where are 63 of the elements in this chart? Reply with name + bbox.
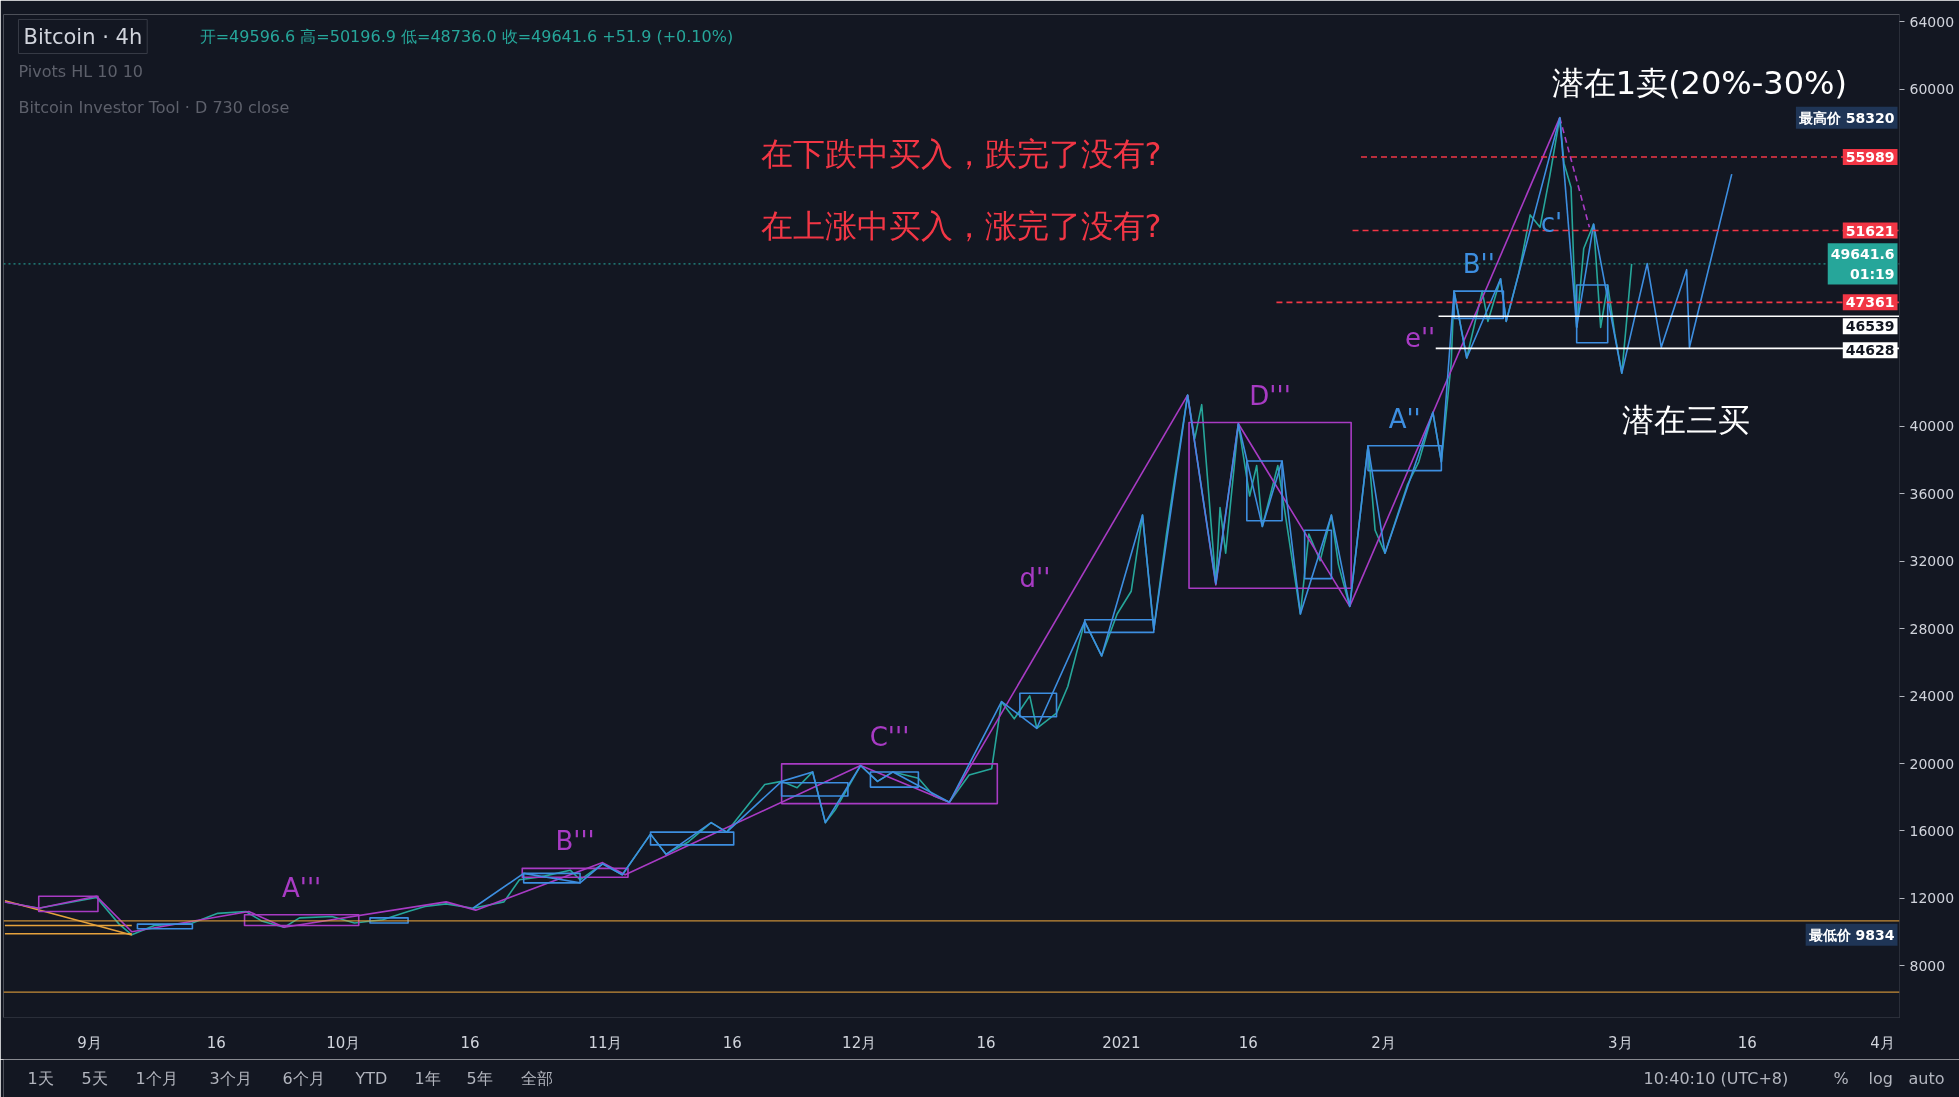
x-tick-label: 16 (206, 1033, 226, 1052)
x-tick-label: 12月 (842, 1033, 877, 1052)
text: 1天 (27, 1069, 54, 1088)
x-tick-label: 2月 (1371, 1033, 1396, 1052)
y-tick-label: 60000 (1909, 81, 1955, 98)
annotation: 最高价 58320 (1797, 109, 1895, 126)
text: 3个月 (209, 1069, 252, 1088)
text: Bitcoin · 4h (23, 24, 143, 49)
text: 10:40:10 (UTC+8) (1643, 1069, 1789, 1088)
series-label: B''' (555, 826, 595, 857)
y-tick-label: 40000 (1909, 418, 1955, 435)
text: 1个月 (135, 1069, 178, 1088)
y-tick-label: 8000 (1909, 957, 1946, 974)
data-label: 47361 (1845, 294, 1895, 311)
series-label: A'' (1388, 403, 1421, 434)
x-tick-label: 16 (1238, 1033, 1258, 1052)
annotation: Pivots HL 10 10 (18, 62, 144, 81)
y-tick-label: 16000 (1909, 822, 1955, 839)
text: YTD (354, 1069, 388, 1088)
annotation: 在上涨中买入，涨完了没有? (760, 206, 1162, 245)
y-tick-label: 36000 (1909, 485, 1955, 502)
series-label: e'' (1404, 322, 1436, 353)
text: 5年 (466, 1069, 493, 1088)
data-label: 46539 (1845, 318, 1895, 335)
text: 1年 (414, 1069, 441, 1088)
x-tick-label: 16 (722, 1033, 742, 1052)
series-label: C''' (869, 721, 910, 752)
x-tick-label: 3月 (1608, 1033, 1633, 1052)
series-label: c' (1540, 207, 1563, 238)
ref-line-label: 49641.6 01:19 (1830, 246, 1895, 282)
annotation: Bitcoin Investor Tool · D 730 close (18, 98, 290, 117)
x-tick-label: 2021 (1102, 1033, 1141, 1052)
x-tick-label: 16 (460, 1033, 480, 1052)
text: % (1833, 1069, 1849, 1088)
y-tick-label: 32000 (1909, 553, 1955, 570)
annotation: 潜在1卖(20%-30%) (1551, 63, 1847, 102)
data-label: 51621 (1845, 222, 1895, 239)
x-tick-label: 16 (1737, 1033, 1757, 1052)
x-tick-label: 11月 (588, 1033, 623, 1052)
x-tick-label: 16 (976, 1033, 996, 1052)
series-label: A''' (282, 872, 322, 903)
y-tick-label: 28000 (1909, 620, 1955, 637)
data-label: 55989 (1845, 148, 1895, 165)
annotation: 最低价 9834 (1807, 926, 1895, 943)
y-tick-label: 20000 (1909, 755, 1955, 772)
text: 开=49596.6 高=50196.9 低=48736.0 收=49641.6 +51.9 (+0.10%) (199, 27, 734, 46)
data-label: 44628 (1845, 342, 1895, 359)
text: 6个月 (282, 1069, 325, 1088)
text: 5天 (81, 1069, 108, 1088)
series-label: d'' (1019, 563, 1051, 594)
x-tick-label: 10月 (326, 1033, 361, 1052)
series-label: D''' (1249, 380, 1291, 411)
annotation: 在下跌中买入，跌完了没有? (760, 134, 1162, 173)
series-label: B'' (1462, 249, 1495, 280)
y-tick-label: 24000 (1909, 688, 1955, 705)
annotation: 潜在三买 (1621, 401, 1750, 440)
text: auto (1908, 1069, 1945, 1088)
y-tick-label: 64000 (1909, 13, 1955, 30)
text: 全部 (520, 1069, 553, 1088)
x-tick-label: 9月 (77, 1033, 102, 1052)
x-tick-label: 4月 (1870, 1033, 1895, 1052)
text: log (1868, 1069, 1893, 1088)
y-tick-label: 12000 (1909, 890, 1955, 907)
